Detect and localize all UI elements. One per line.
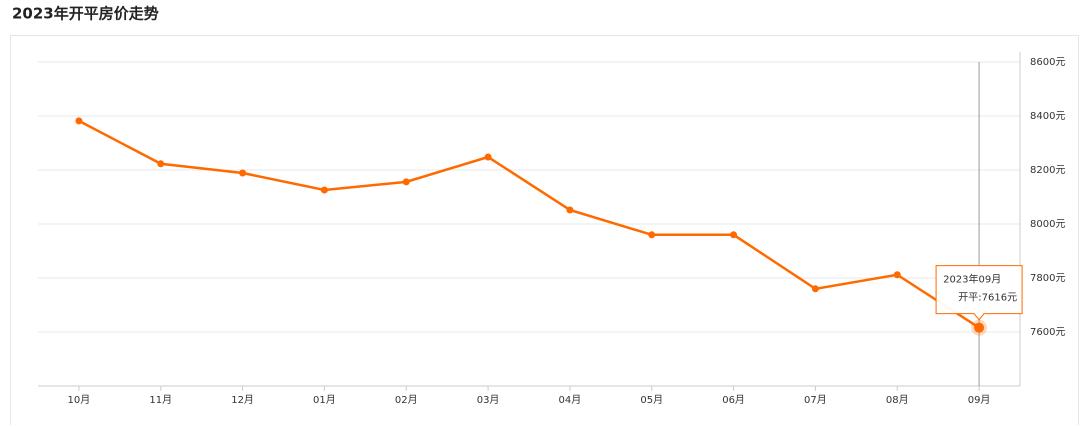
series-line: [78, 119, 980, 329]
x-tick-label: 10月: [68, 394, 91, 406]
tooltip-text: 开平:7616元: [958, 293, 1017, 304]
y-tick-label: 7600元: [1030, 327, 1065, 338]
chart-title: 2023年开平房价走势: [12, 5, 159, 23]
point: [402, 178, 410, 186]
x-tick-label: 03月: [477, 394, 500, 406]
tooltip-box: [935, 265, 1023, 321]
y-tick-label: 7800元: [1030, 273, 1065, 284]
x-tick-label: 04月: [559, 394, 582, 406]
x-tick-label: 02月: [395, 394, 418, 406]
y-tick-label: 8000元: [1030, 219, 1065, 230]
point: [730, 231, 738, 239]
point: [484, 153, 492, 161]
y-tick-label: 8400元: [1030, 111, 1065, 122]
point: [566, 206, 574, 214]
point: [320, 186, 328, 194]
point: [893, 271, 901, 279]
point: [239, 169, 247, 177]
point: [811, 285, 819, 293]
x-tick-label: 11月: [149, 394, 172, 406]
point: [157, 160, 165, 168]
y-tick-label: 8600元: [1030, 57, 1065, 68]
x-tick-label: 06月: [722, 394, 745, 406]
chart-frame: [10, 35, 1079, 429]
point: [974, 322, 985, 333]
x-tick-label: 12月: [231, 394, 254, 406]
point: [75, 117, 83, 125]
y-tick-label: 8200元: [1030, 165, 1065, 176]
x-tick-label: 08月: [886, 394, 909, 406]
point: [648, 231, 656, 239]
x-tick-label: 07月: [804, 394, 827, 406]
x-tick-label: 05月: [640, 394, 663, 406]
tooltip-title: 2023年09月: [943, 273, 1001, 286]
x-tick-label: 01月: [313, 394, 336, 406]
x-tick-label: 09月: [968, 394, 991, 406]
